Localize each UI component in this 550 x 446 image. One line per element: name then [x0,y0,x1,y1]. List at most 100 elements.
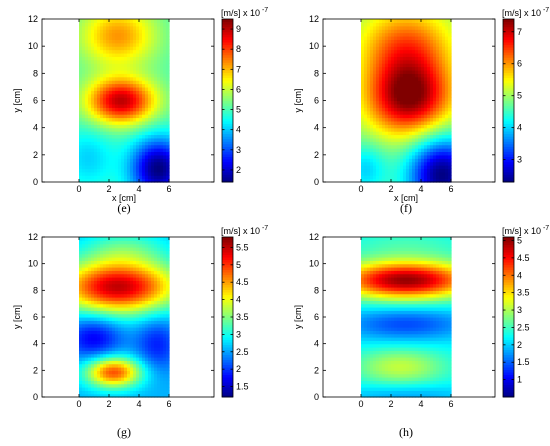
x-tick-label: 2 [106,399,111,409]
heatmap-cell [115,290,119,295]
heatmap-cell [382,137,386,142]
heatmap-cell [364,370,368,375]
heatmap-cell [154,367,158,371]
heatmap-cell [163,83,167,88]
heatmap-cell [166,22,170,27]
heatmap-cell [112,83,116,88]
heatmap-cell [424,175,428,180]
heatmap-cell [424,29,428,34]
colorbar-step [503,176,514,180]
heatmap-cell [97,49,101,54]
heatmap-cell [448,154,452,159]
heatmap-cell [157,148,161,153]
heatmap-cell [109,287,113,291]
heatmap-cell [130,300,134,305]
heatmap-cell [157,46,161,51]
heatmap-cell [151,76,155,81]
heatmap-cell [154,317,158,321]
heatmap-cell [97,250,101,255]
heatmap-cell [409,134,413,139]
heatmap-cell [118,330,122,335]
heatmap-cell [439,69,443,74]
heatmap-cell [364,19,368,23]
heatmap-cell [106,148,110,153]
heatmap-cell [367,340,371,345]
heatmap-cell [160,120,164,125]
heatmap-cell [136,377,140,381]
heatmap-cell [163,178,167,183]
heatmap-cell [142,313,146,318]
heatmap-cell [154,117,158,122]
heatmap-cell [88,260,92,265]
heatmap-cell [133,380,137,385]
heatmap-cell [127,97,131,102]
heatmap-cell [445,117,449,122]
heatmap-cell [145,114,149,119]
heatmap-cell [79,330,83,335]
heatmap-cell [364,367,368,371]
heatmap-cell [442,151,446,156]
heatmap-cell [442,90,446,95]
heatmap-cell [421,22,425,27]
heatmap-cell [88,83,92,88]
heatmap-cell [166,367,170,371]
heatmap-cell [130,337,134,341]
heatmap-cell [151,90,155,95]
heatmap-cell [370,370,374,375]
heatmap-cell [157,59,161,64]
heatmap-cell [121,240,125,245]
colorbar-step [222,312,233,315]
heatmap-cell [394,165,398,170]
colorbar-tick-label: 1.5 [236,382,249,392]
heatmap-cell [409,144,413,149]
heatmap-cell [421,165,425,170]
heatmap-cell [130,377,134,381]
heatmap-cell [145,19,149,23]
colorbar-tick-label: 2 [236,364,241,374]
heatmap-cell [97,327,101,331]
heatmap-cell [94,280,98,285]
y-tick-label: 10 [28,41,38,51]
heatmap-cell [145,333,149,338]
heatmap-cell [160,280,164,285]
heatmap-cell [85,161,89,166]
heatmap-cell [142,175,146,180]
heatmap-cell [103,330,107,335]
heatmap-cell [94,250,98,255]
heatmap-cell [400,124,404,129]
heatmap-cell [163,148,167,153]
heatmap-cell [160,257,164,261]
heatmap-cell [139,175,143,180]
y-tick-label: 6 [33,96,38,106]
heatmap-cell [382,66,386,71]
heatmap-cell [82,297,86,301]
heatmap-cell [367,373,371,378]
heatmap-cell [160,144,164,149]
heatmap-cell [427,154,431,159]
heatmap-cell [142,260,146,265]
heatmap-cell [130,165,134,170]
heatmap-cell [94,124,98,129]
heatmap-cell [382,168,386,173]
heatmap-cell [133,42,137,47]
heatmap-cell [421,131,425,136]
heatmap-cell [370,86,374,91]
heatmap-cell [397,29,401,34]
heatmap-cell [85,69,89,74]
heatmap-cell [139,46,143,51]
heatmap-cell [160,297,164,301]
heatmap-cell [115,347,119,351]
heatmap-cell [160,327,164,331]
heatmap-cell [427,90,431,95]
colorbar-step [503,133,514,137]
heatmap-cell [142,59,146,64]
heatmap-cell [427,168,431,173]
heatmap-cell [103,63,107,68]
heatmap-cell [127,158,131,163]
heatmap-cell [91,263,95,268]
heatmap-cell [382,59,386,64]
heatmap-cell [82,240,86,245]
heatmap-cell [82,277,86,281]
heatmap-cell [85,39,89,44]
